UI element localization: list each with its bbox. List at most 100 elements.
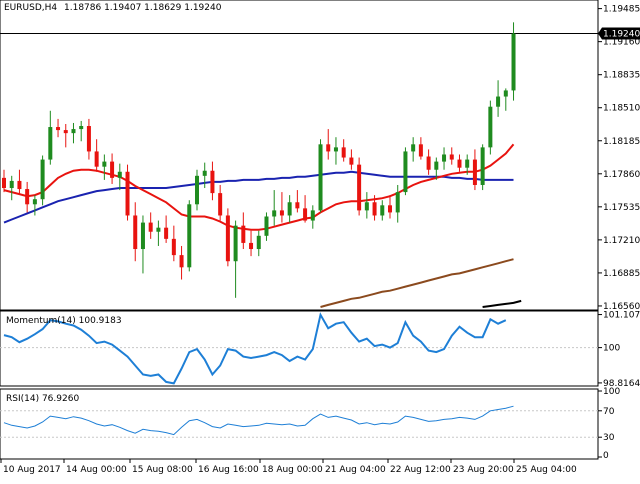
candle-bull (48, 127, 53, 160)
price-plot (0, 22, 598, 308)
sma-slow-line (320, 258, 514, 308)
candle-bull (202, 170, 207, 176)
candle-bear (303, 208, 308, 221)
candle-bull (256, 235, 261, 250)
candle-bear (125, 171, 130, 216)
price-tick-label: 1.19485 (603, 5, 640, 15)
candle-bull (79, 126, 84, 130)
candle-bear (17, 180, 22, 190)
momentum-title: Momentum(14) 100.9183 (6, 316, 122, 326)
momentum-plot: 101.1078 100 98.8164 (0, 311, 640, 389)
candle-bear (56, 127, 61, 131)
rsi-tick-label: 30 (603, 433, 615, 443)
time-tick-label: 22 Aug 12:00 (390, 465, 451, 475)
candle-bull (511, 33, 516, 91)
candle-bear (94, 151, 99, 167)
candle-bear (326, 144, 331, 152)
price-panel[interactable] (0, 0, 599, 311)
candle-bear (218, 193, 223, 216)
candle-bear (25, 189, 30, 205)
candle-bear (457, 159, 462, 168)
time-tick-label: 10 Aug 2017 (3, 465, 61, 475)
momentum-tick-label: 98.8164 (603, 379, 640, 389)
candle-bull (9, 180, 14, 189)
candle-bear (279, 210, 284, 216)
price-tick-label: 1.19160 (603, 38, 640, 48)
price-tick-label: 1.18835 (603, 71, 640, 81)
price-tick-label: 1.17535 (603, 203, 640, 213)
time-tick-label: 23 Aug 20:00 (453, 465, 514, 475)
candle-bear (110, 161, 115, 178)
candle-bull (465, 159, 470, 168)
candle-bull (364, 202, 369, 211)
candle-bear (426, 156, 431, 170)
rsi-tick-label: 100 (603, 387, 620, 397)
candle-bear (63, 130, 68, 134)
candle-bull (333, 147, 338, 152)
rsi-title: RSI(14) 76.9260 (6, 394, 79, 404)
time-tick-label: 21 Aug 04:00 (325, 465, 386, 475)
candle-bear (171, 238, 176, 256)
current-price-badge: 1.19240 (598, 27, 640, 40)
candle-bull (380, 205, 385, 216)
candle-bear (249, 242, 254, 250)
candle-bear (341, 147, 346, 158)
candle-bull (480, 147, 485, 185)
candle-bull (187, 204, 192, 268)
candle-bull (310, 210, 315, 221)
candle-bear (133, 215, 138, 250)
candle-bull (395, 192, 400, 213)
candle-bull (496, 96, 501, 107)
candle-bear (295, 202, 300, 209)
sma-fast-line (3, 143, 515, 231)
time-tick-label: 18 Aug 00:00 (262, 465, 323, 475)
candle-bull (71, 129, 76, 134)
candle-bull (264, 216, 269, 236)
candle-bull (411, 144, 416, 152)
momentum-tick-label: 101.1078 (603, 311, 640, 321)
candle-bear (418, 144, 423, 157)
time-axis: 10 Aug 2017 14 Aug 00:00 15 Aug 08:00 16 Au… (0, 459, 577, 475)
price-tick-label: 1.17860 (603, 170, 640, 180)
candle-bull (318, 144, 323, 211)
price-tick-label: 1.16560 (603, 302, 640, 312)
candle-bear (372, 202, 377, 216)
rsi-plot: 100 70 30 0 (0, 387, 620, 461)
price-tick-label: 1.18185 (603, 137, 640, 147)
candle-bear (349, 157, 354, 165)
candle-bull (40, 159, 45, 200)
candle-bull (140, 222, 145, 250)
candle-bull (156, 227, 161, 232)
candle-bear (2, 177, 6, 189)
chart-symbol: EURUSD,H4 (4, 3, 57, 13)
candle-bull (442, 154, 447, 162)
candle-bear (449, 154, 454, 160)
candle-bull (233, 225, 238, 262)
candle-bear (179, 255, 184, 268)
price-tick-label: 1.17210 (603, 236, 640, 246)
candle-bear (241, 225, 246, 243)
price-axis: 1.19485 1.19160 1.18835 1.18510 1.18185 1.178… (598, 5, 640, 312)
candle-bear (148, 222, 153, 232)
rsi-tick-label: 70 (603, 407, 615, 417)
time-tick-label: 16 Aug 16:00 (198, 465, 259, 475)
candle-bear (357, 164, 362, 211)
candle-bull (503, 90, 508, 97)
time-tick-label: 14 Aug 00:00 (66, 465, 127, 475)
candle-bull (32, 199, 37, 205)
rsi-panel[interactable] (0, 388, 599, 460)
candle-bear (210, 170, 215, 194)
sma-200-line (482, 299, 522, 308)
momentum-line (3, 312, 507, 385)
chart-ohlc: 1.18786 1.19407 1.18629 1.19240 (64, 3, 222, 13)
candle-bull (117, 171, 122, 178)
candle-bull (488, 106, 493, 148)
candle-bull (434, 161, 439, 170)
candle-bear (86, 126, 91, 152)
time-tick-label: 15 Aug 08:00 (132, 465, 193, 475)
candle-bear (164, 227, 169, 239)
rsi-line (3, 405, 514, 436)
candle-bull (272, 210, 277, 217)
